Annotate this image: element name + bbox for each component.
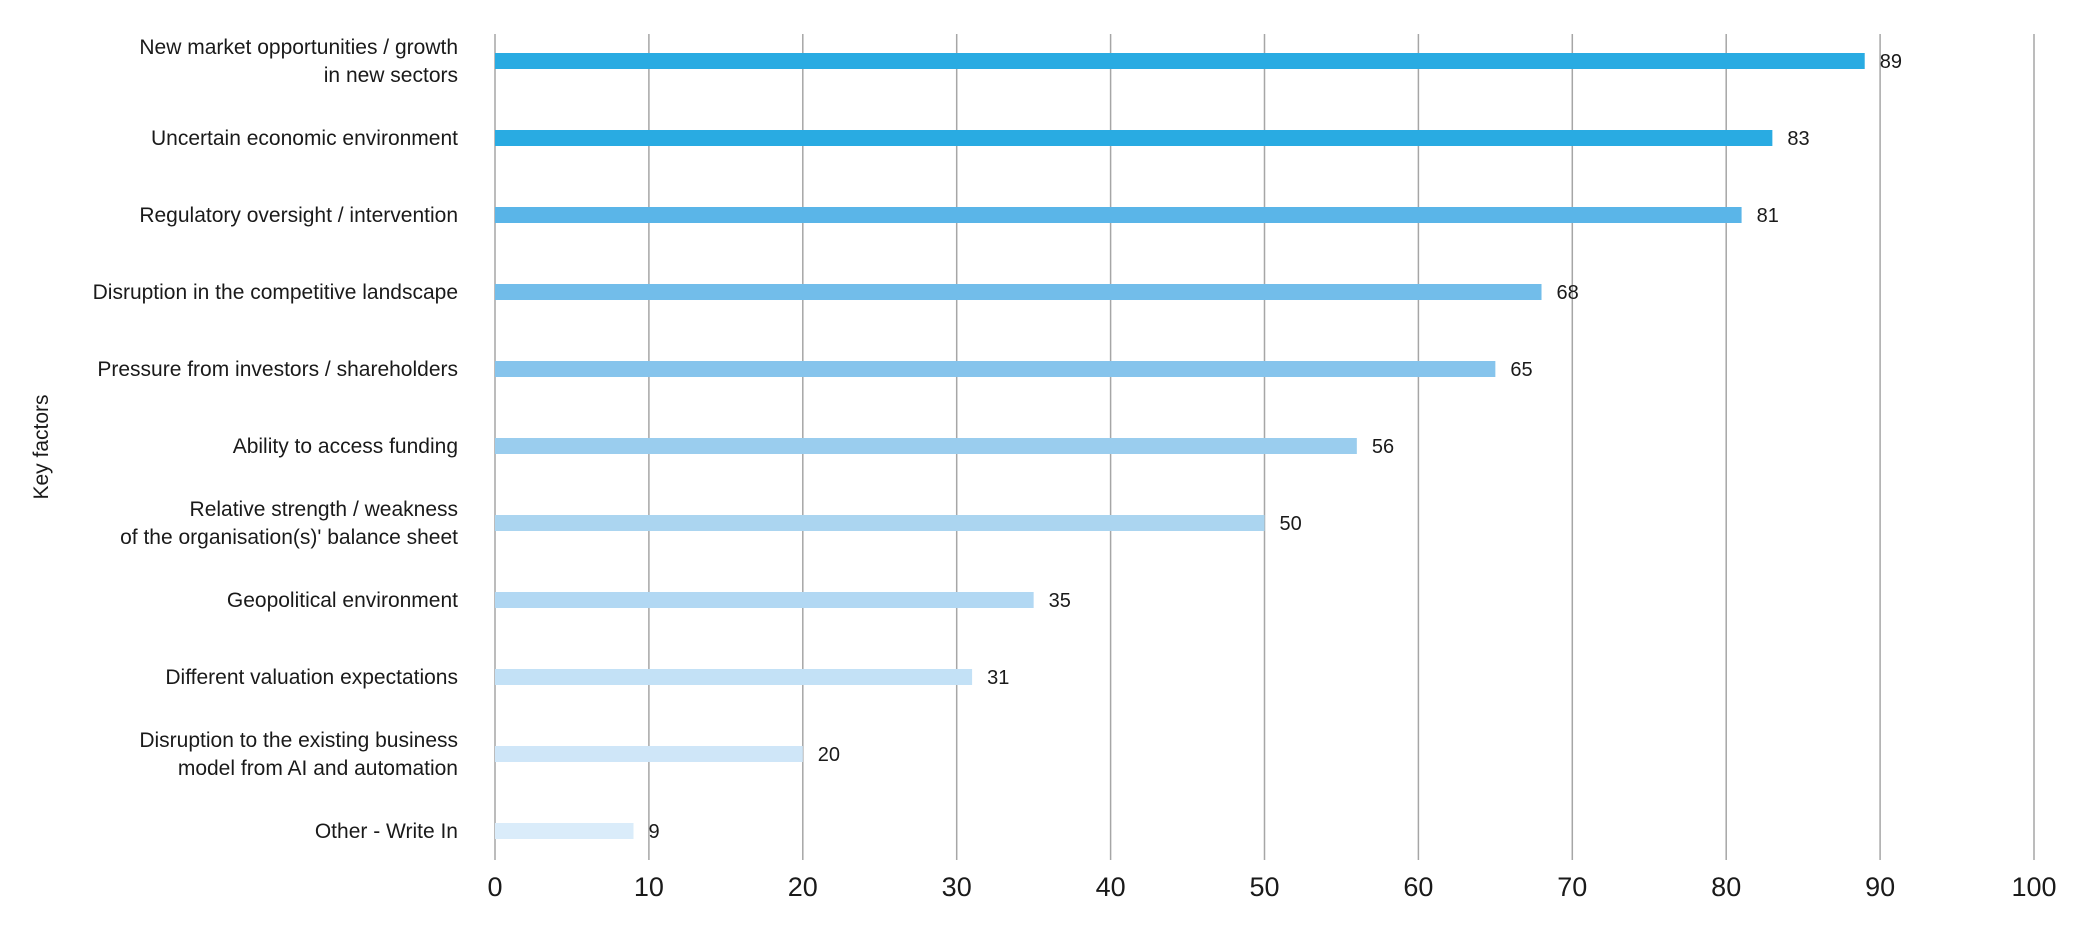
data-label: 83 [1787, 128, 1809, 150]
category-label-line: Regulatory oversight / intervention [139, 204, 458, 227]
category-label-line: Other - Write In [315, 820, 458, 843]
x-tick-label: 100 [2011, 872, 2056, 902]
x-tick-label: 70 [1557, 872, 1587, 902]
x-tick-label: 60 [1403, 872, 1433, 902]
data-label: 81 [1757, 205, 1779, 227]
bar [495, 53, 1865, 69]
bar [495, 746, 803, 762]
x-tick-label: 90 [1865, 872, 1895, 902]
data-label: 65 [1510, 359, 1532, 381]
x-tick-label: 40 [1096, 872, 1126, 902]
category-label-line: model from AI and automation [178, 757, 458, 780]
category-labels: New market opportunities / growth in new … [93, 36, 459, 843]
bar [495, 207, 1742, 223]
data-label: 9 [649, 821, 660, 843]
data-label: 56 [1372, 436, 1394, 458]
category-label: Relative strength / weakness of the organ… [120, 498, 458, 549]
category-label: Ability to access funding [233, 435, 458, 458]
data-label: 20 [818, 744, 840, 766]
category-label: Disruption to the existing business model… [139, 729, 458, 780]
category-label-line: Disruption in the competitive landscape [93, 281, 458, 304]
category-label-line: in new sectors [324, 64, 458, 87]
category-label: Disruption in the competitive landscape [93, 281, 458, 304]
category-label: Uncertain economic environment [151, 127, 458, 150]
category-label-line: New market opportunities / growth [139, 36, 458, 59]
bar [495, 669, 973, 685]
category-label: Different valuation expectations [165, 666, 458, 689]
x-tick-label: 50 [1249, 872, 1279, 902]
category-label-line: Pressure from investors / shareholders [97, 358, 458, 381]
bar [495, 284, 1542, 300]
category-label-line: Geopolitical environment [227, 589, 458, 612]
bar [495, 515, 1265, 531]
category-label-line: Disruption to the existing business [139, 729, 458, 752]
x-tick-label: 30 [942, 872, 972, 902]
x-axis-ticks: 0 10 20 30 40 50 60 70 80 90 100 [487, 872, 2056, 902]
bar [495, 361, 1496, 377]
bar [495, 438, 1357, 454]
data-label: 31 [987, 667, 1009, 689]
x-tick-label: 20 [788, 872, 818, 902]
x-tick-label: 10 [634, 872, 664, 902]
data-label: 89 [1880, 51, 1902, 73]
category-label: Other - Write In [315, 820, 458, 843]
y-axis-title: Key factors [30, 394, 53, 499]
category-label-line: Ability to access funding [233, 435, 458, 458]
bar [495, 592, 1034, 608]
category-label: Pressure from investors / shareholders [97, 358, 458, 381]
data-label: 35 [1049, 590, 1071, 612]
bar [495, 823, 634, 839]
bars [495, 53, 1865, 839]
bar [495, 130, 1773, 146]
category-label-line: Uncertain economic environment [151, 127, 458, 150]
category-label: New market opportunities / growth in new … [139, 36, 458, 87]
value-labels: 89 83 81 68 65 56 50 35 31 20 9 [649, 51, 1902, 843]
category-label: Geopolitical environment [227, 589, 458, 612]
x-tick-label: 80 [1711, 872, 1741, 902]
x-tick-label: 0 [487, 872, 502, 902]
category-label-line: Different valuation expectations [165, 666, 458, 689]
category-label-line: Relative strength / weakness [190, 498, 458, 521]
data-label: 50 [1280, 513, 1302, 535]
category-label: Regulatory oversight / intervention [139, 204, 458, 227]
category-label-line: of the organisation(s)' balance sheet [120, 526, 458, 549]
data-label: 68 [1557, 282, 1579, 304]
